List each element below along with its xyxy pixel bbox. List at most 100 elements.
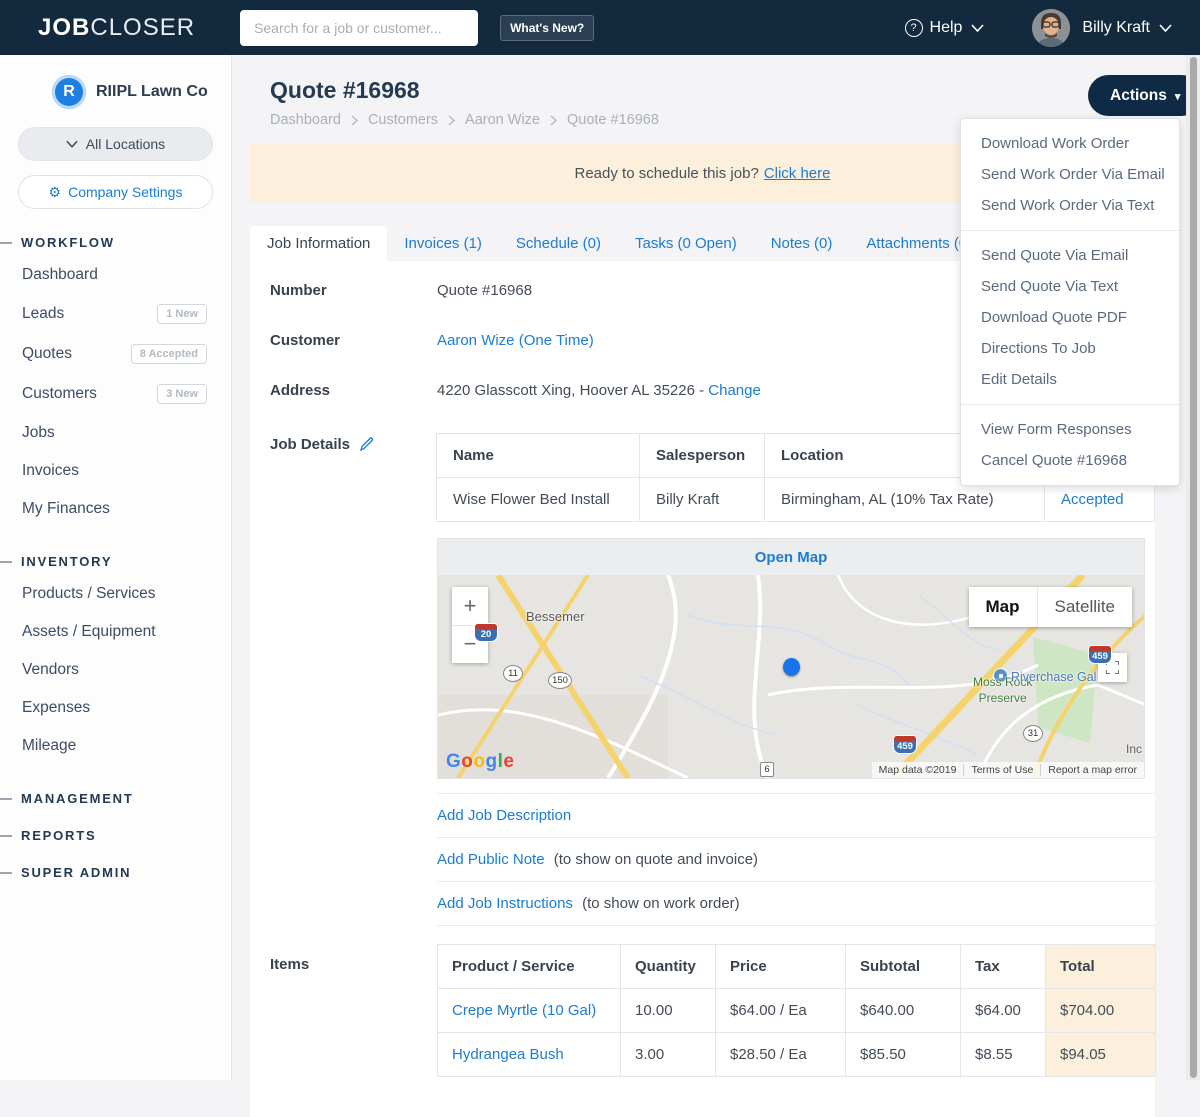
col-quantity: Quantity: [621, 945, 716, 989]
menu-item-cancel-quote[interactable]: Cancel Quote #16968: [961, 445, 1179, 476]
map-label-bessemer: Bessemer: [526, 609, 585, 624]
satellite-view-button[interactable]: Satellite: [1037, 587, 1132, 627]
terms-of-use-link[interactable]: Terms of Use: [963, 764, 1040, 776]
tab-schedule[interactable]: Schedule (0): [499, 226, 618, 261]
status-link[interactable]: Accepted: [1061, 491, 1124, 508]
actions-button[interactable]: Actions▾: [1088, 75, 1200, 116]
sidebar-item-leads[interactable]: Leads 1 New: [0, 294, 231, 334]
route-shield-31: 31: [1023, 725, 1043, 742]
note-links: Add Job Description Add Public Note (to …: [437, 793, 1155, 926]
add-public-note-link[interactable]: Add Public Note: [437, 851, 545, 868]
breadcrumb-customer-name[interactable]: Aaron Wize: [465, 112, 540, 128]
sidebar-item-jobs[interactable]: Jobs: [0, 414, 231, 452]
product-link[interactable]: Crepe Myrtle (10 Gal): [452, 1002, 596, 1019]
edit-pencil-icon[interactable]: [360, 437, 374, 451]
address-change-link[interactable]: Change: [708, 382, 761, 399]
scrollbar[interactable]: [1186, 55, 1200, 1080]
menu-item-edit-details[interactable]: Edit Details: [961, 364, 1179, 395]
section-management[interactable]: MANAGEMENT: [0, 791, 231, 806]
company-settings-button[interactable]: ⚙ Company Settings: [18, 175, 213, 209]
menu-item-download-work-order[interactable]: Download Work Order: [961, 128, 1179, 159]
map-attribution: Map data ©2019 Terms of Use Report a map…: [872, 762, 1144, 778]
col-tax: Tax: [961, 945, 1046, 989]
breadcrumb-current: Quote #16968: [567, 112, 659, 128]
col-name: Name: [437, 434, 640, 478]
items-table: Product / Service Quantity Price Subtota…: [437, 944, 1156, 1077]
company-avatar: R: [52, 75, 86, 109]
locations-selector[interactable]: All Locations: [18, 127, 213, 161]
menu-item-directions-to-job[interactable]: Directions To Job: [961, 333, 1179, 364]
sidebar-item-customers[interactable]: Customers 3 New: [0, 374, 231, 414]
page-title: Quote #16968: [270, 77, 1200, 104]
menu-item-view-form-responses[interactable]: View Form Responses: [961, 414, 1179, 445]
breadcrumb-customers[interactable]: Customers: [368, 112, 438, 128]
user-name[interactable]: Billy Kraft: [1082, 19, 1150, 37]
help-label: Help: [930, 19, 963, 37]
menu-item-send-work-order-text[interactable]: Send Work Order Via Text: [961, 190, 1179, 221]
top-nav: JOBCLOSER What's New? ? Help Billy Kraft: [0, 0, 1200, 55]
company-row: R RIIPL Lawn Co: [52, 75, 231, 109]
actions-dropdown-menu: Download Work Order Send Work Order Via …: [960, 118, 1180, 486]
report-map-error-link[interactable]: Report a map error: [1040, 764, 1144, 776]
add-job-description-link[interactable]: Add Job Description: [437, 807, 571, 824]
sidebar-item-vendors[interactable]: Vendors: [0, 651, 231, 689]
breadcrumb-dashboard[interactable]: Dashboard: [270, 112, 341, 128]
scrollbar-thumb[interactable]: [1190, 57, 1197, 1078]
customer-link[interactable]: Aaron Wize: [437, 332, 515, 349]
menu-item-send-quote-email[interactable]: Send Quote Via Email: [961, 240, 1179, 271]
price: $64.00 / Ea: [716, 989, 846, 1033]
search-input[interactable]: [240, 10, 478, 46]
product-link[interactable]: Hydrangea Bush: [452, 1046, 564, 1063]
sidebar-item-expenses[interactable]: Expenses: [0, 689, 231, 727]
map-marker[interactable]: [783, 658, 800, 676]
section-workflow[interactable]: WORKFLOW: [0, 235, 231, 250]
section-super-admin[interactable]: SUPER ADMIN: [0, 865, 231, 880]
zoom-in-button[interactable]: +: [452, 587, 488, 626]
menu-item-send-work-order-email[interactable]: Send Work Order Via Email: [961, 159, 1179, 190]
avatar[interactable]: [1032, 9, 1070, 47]
tab-tasks[interactable]: Tasks (0 Open): [618, 226, 754, 261]
items-label: Items: [270, 956, 309, 973]
table-row: Hydrangea Bush 3.00 $28.50 / Ea $85.50 $…: [438, 1033, 1156, 1077]
customers-badge: 3 New: [157, 384, 207, 404]
sidebar-item-my-finances[interactable]: My Finances: [0, 490, 231, 528]
col-subtotal: Subtotal: [846, 945, 961, 989]
col-price: Price: [716, 945, 846, 989]
menu-item-download-quote-pdf[interactable]: Download Quote PDF: [961, 302, 1179, 333]
tax: $64.00: [961, 989, 1046, 1033]
help-menu[interactable]: ? Help: [905, 19, 985, 37]
google-logo: Google: [446, 751, 514, 773]
tab-job-information[interactable]: Job Information: [250, 226, 387, 261]
table-row: Crepe Myrtle (10 Gal) 10.00 $64.00 / Ea …: [438, 989, 1156, 1033]
quantity: 10.00: [621, 989, 716, 1033]
customer-type-link[interactable]: (One Time): [519, 332, 594, 349]
open-map-bar: Open Map: [438, 539, 1144, 575]
section-reports[interactable]: REPORTS: [0, 828, 231, 843]
sidebar-item-mileage[interactable]: Mileage: [0, 727, 231, 765]
sidebar-item-quotes[interactable]: Quotes 8 Accepted: [0, 334, 231, 374]
sidebar: R RIIPL Lawn Co All Locations ⚙ Company …: [0, 55, 232, 1080]
sidebar-item-products-services[interactable]: Products / Services: [0, 575, 231, 613]
price: $28.50 / Ea: [716, 1033, 846, 1077]
open-map-link[interactable]: Open Map: [755, 549, 828, 566]
highway-shield-459-b: 459: [893, 735, 917, 754]
instructions-hint: (to show on work order): [582, 895, 740, 912]
schedule-click-here-link[interactable]: Click here: [764, 165, 831, 182]
address-value: 4220 Glasscott Xing, Hoover AL 35226 -: [437, 382, 704, 399]
chevron-down-icon[interactable]: [1159, 24, 1172, 32]
map-view-button[interactable]: Map: [969, 587, 1037, 627]
tab-notes[interactable]: Notes (0): [754, 226, 850, 261]
tab-invoices[interactable]: Invoices (1): [387, 226, 499, 261]
sidebar-item-assets-equipment[interactable]: Assets / Equipment: [0, 613, 231, 651]
section-dash-icon: [0, 798, 12, 800]
main-content: Quote #16968 Dashboard Customers Aaron W…: [232, 55, 1200, 1080]
sidebar-item-dashboard[interactable]: Dashboard: [0, 256, 231, 294]
menu-item-send-quote-text[interactable]: Send Quote Via Text: [961, 271, 1179, 302]
map-canvas[interactable]: + − Map Satellite Bessemer Moss Rock Pre…: [438, 575, 1144, 778]
col-product-service: Product / Service: [438, 945, 621, 989]
whats-new-button[interactable]: What's New?: [500, 15, 594, 41]
sidebar-item-invoices[interactable]: Invoices: [0, 452, 231, 490]
section-inventory[interactable]: INVENTORY: [0, 554, 231, 569]
add-job-instructions-link[interactable]: Add Job Instructions: [437, 895, 573, 912]
number-label: Number: [270, 279, 437, 299]
